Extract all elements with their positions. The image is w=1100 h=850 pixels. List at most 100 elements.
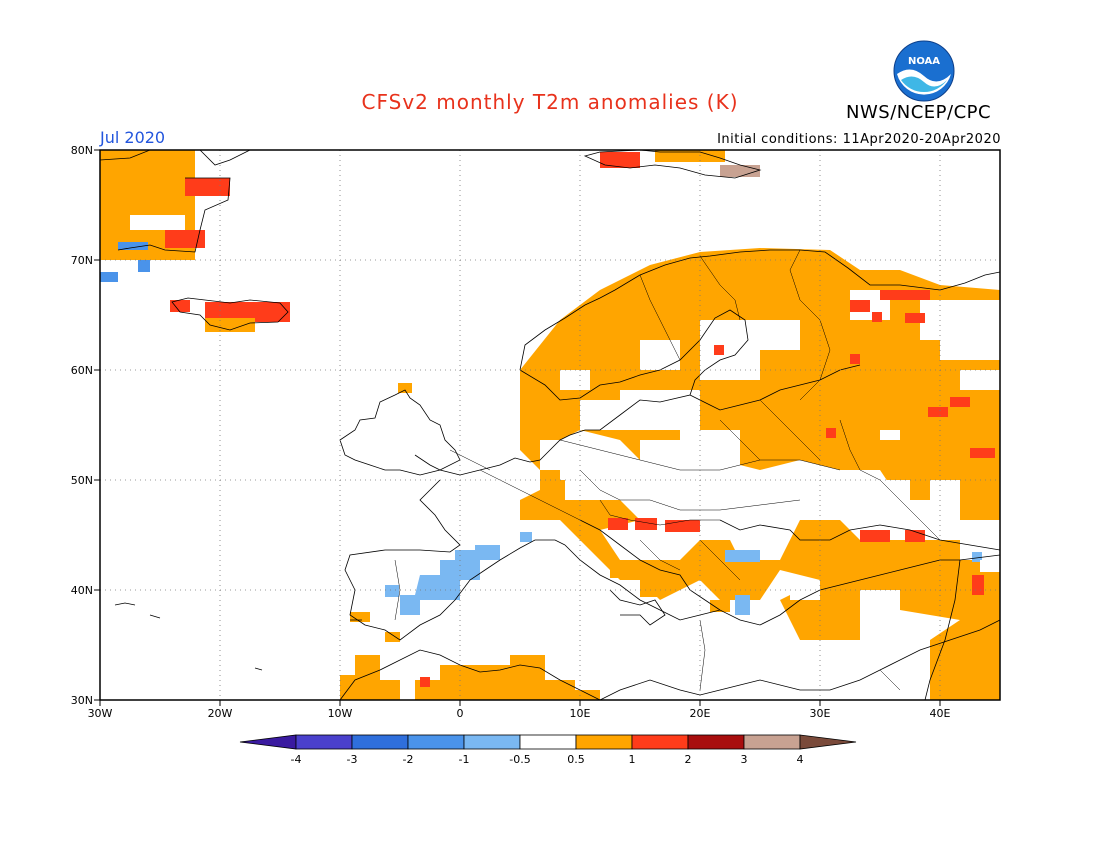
anomaly-patch <box>710 600 730 612</box>
agency-label: NWS/NCEP/CPC <box>846 102 992 123</box>
anomaly-patch <box>880 430 900 440</box>
anomaly-patch <box>100 272 118 282</box>
anomaly-patch <box>205 302 290 322</box>
anomaly-patch <box>655 150 725 162</box>
border <box>639 539 741 581</box>
anomaly-patch <box>420 677 430 687</box>
anomaly-patch <box>415 655 600 700</box>
anomaly-patch <box>205 318 255 332</box>
anomaly-patch <box>725 550 760 562</box>
legend-label: 1 <box>629 753 636 766</box>
coastline <box>579 519 721 611</box>
noaa-logo: NOAA <box>893 40 955 102</box>
legend-swatch <box>407 734 465 750</box>
anomaly-patch <box>972 552 982 562</box>
anomaly-patch <box>560 370 590 390</box>
anomaly-patch <box>600 152 640 168</box>
anomaly-patch <box>130 215 185 230</box>
coastline <box>339 389 461 476</box>
initial-conditions: Initial conditions: 11Apr2020-20Apr2020 <box>717 132 1001 147</box>
coastline <box>599 619 1001 701</box>
anomaly-patch <box>980 560 1000 572</box>
anomaly-patch <box>165 230 205 248</box>
anomaly-patch <box>385 632 400 642</box>
anomaly-patch <box>960 370 1000 390</box>
coastline <box>339 649 601 701</box>
anomaly-patch <box>740 490 770 500</box>
anomaly-patch <box>920 300 1000 340</box>
border <box>719 399 821 461</box>
legend-swatch <box>631 734 689 750</box>
anomaly-patch <box>850 300 870 312</box>
longitude-labels: 30W 20W 10W 0 10E 20E 30E 40E <box>88 707 951 720</box>
anomaly-patch <box>520 510 532 520</box>
anomaly-patch <box>640 440 700 470</box>
coastline <box>719 519 1001 551</box>
anomaly-patch <box>735 595 750 615</box>
anomaly-patch <box>608 518 628 530</box>
lon-label: 10E <box>570 707 591 720</box>
anomaly-patch <box>850 354 860 364</box>
anomaly-patch <box>170 300 190 312</box>
lon-label: 30W <box>88 707 113 720</box>
lat-label: 50N <box>71 474 93 487</box>
coastline <box>519 249 1001 371</box>
anomaly-patch <box>185 178 230 196</box>
anomaly-patch <box>635 518 657 530</box>
border <box>579 469 801 511</box>
lat-label: 40N <box>71 584 93 597</box>
legend-arrow-right <box>799 734 857 750</box>
border <box>479 469 581 521</box>
anomaly-patch <box>350 612 370 622</box>
legend-label: -3 <box>347 753 358 766</box>
anomaly-patch <box>620 390 700 430</box>
anomaly-patch <box>340 655 400 700</box>
legend-arrow-left <box>239 734 297 750</box>
legend-label: -2 <box>403 753 414 766</box>
anomaly-patch <box>398 383 412 393</box>
lat-label: 80N <box>71 144 93 157</box>
lat-label: 70N <box>71 254 93 267</box>
coastline <box>171 297 289 331</box>
anomaly-patch <box>940 340 1000 360</box>
svg-text:NOAA: NOAA <box>908 56 940 67</box>
gridlines <box>100 150 1000 700</box>
legend-labels: -4 -3 -2 -1 -0.5 0.5 1 2 3 4 <box>291 753 804 766</box>
lon-label: 20W <box>208 707 233 720</box>
anomaly-patch <box>928 407 948 417</box>
anomaly-patch <box>880 290 930 300</box>
coastlines <box>99 149 1001 701</box>
legend-swatch <box>687 734 745 750</box>
anomaly-patch <box>385 585 399 597</box>
map-frame <box>99 149 1001 701</box>
anomaly-patch <box>118 242 148 250</box>
anomaly-patch <box>972 575 984 595</box>
anomaly-patch <box>760 320 800 350</box>
anomaly-patch <box>714 345 724 355</box>
legend-label: 2 <box>685 753 692 766</box>
axis-ticks <box>94 149 941 706</box>
lon-label: 0 <box>457 707 464 720</box>
anomaly-patch <box>720 165 760 177</box>
border <box>699 255 741 321</box>
legend-swatch <box>295 734 353 750</box>
coastline <box>689 364 861 411</box>
anomaly-patch <box>520 532 532 542</box>
legend-swatch <box>351 734 409 750</box>
forecast-month: Jul 2020 <box>100 128 166 147</box>
latitude-labels: 80N 70N 60N 50N 40N 30N <box>71 144 93 707</box>
anomaly-patch <box>640 575 660 597</box>
color-legend <box>239 734 857 750</box>
legend-label: 3 <box>741 753 748 766</box>
lon-label: 40E <box>930 707 951 720</box>
lon-label: 30E <box>810 707 831 720</box>
coastline <box>519 309 749 463</box>
border <box>449 449 491 471</box>
map-title: CFSv2 monthly T2m anomalies (K) <box>361 90 739 114</box>
anomaly-patch <box>860 530 890 542</box>
border <box>599 499 720 526</box>
anomaly-patch <box>400 545 500 615</box>
anomaly-patch <box>610 566 630 578</box>
anomaly-patch <box>970 448 995 458</box>
